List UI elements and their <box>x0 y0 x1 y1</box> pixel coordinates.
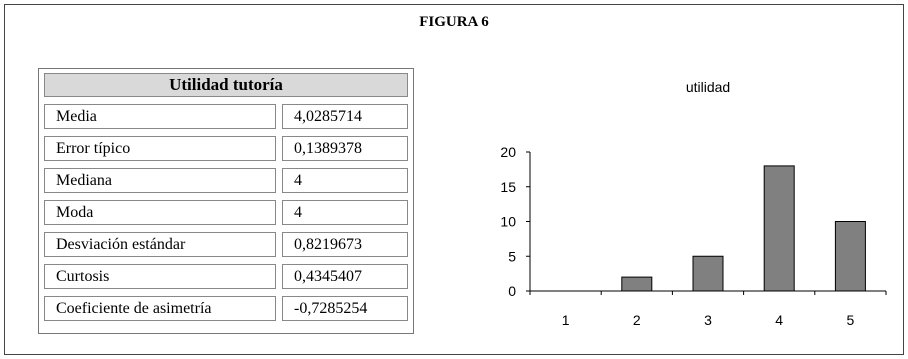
stat-label: Mediana <box>44 168 276 193</box>
x-tick-label: 3 <box>704 312 712 328</box>
figure-frame <box>4 4 904 355</box>
x-tick-label: 5 <box>847 312 855 328</box>
bar-4 <box>763 165 795 292</box>
bar-2 <box>621 276 653 292</box>
y-tick-label: 5 <box>508 248 516 264</box>
stat-label: Error típico <box>44 136 276 161</box>
x-tick-label: 1 <box>562 312 570 328</box>
chart-title: utilidad <box>686 79 730 95</box>
y-tick-label: 20 <box>500 144 516 160</box>
y-tick-label: 10 <box>500 214 516 230</box>
bar-chart: utilidad 0 5 10 15 20 1 2 3 4 5 <box>500 79 887 328</box>
x-tick-label: 4 <box>775 312 783 328</box>
x-tick-label: 2 <box>633 312 641 328</box>
stat-label: Moda <box>44 200 276 225</box>
stats-table-header: Utilidad tutoría <box>44 73 408 97</box>
stat-value: 4,0285714 <box>282 104 408 129</box>
stat-value: 0,1389378 <box>282 136 408 161</box>
stats-table: Utilidad tutoría Media 4,0285714 Error t… <box>38 68 414 334</box>
stat-value: 4 <box>282 168 408 193</box>
chart-plot-area: 0 5 10 15 20 1 2 3 4 5 <box>500 144 887 328</box>
bar-5 <box>834 221 866 292</box>
stat-label: Desviación estándar <box>44 232 276 257</box>
figure-title: FIGURA 6 <box>419 14 489 30</box>
y-tick-label: 15 <box>500 179 516 195</box>
stat-value: -0,7285254 <box>282 296 408 321</box>
stat-value: 4 <box>282 200 408 225</box>
stat-value: 0,8219673 <box>282 232 408 257</box>
stat-value: 0,4345407 <box>282 264 408 289</box>
stat-label: Media <box>44 104 276 129</box>
stat-label: Curtosis <box>44 264 276 289</box>
stat-label: Coeficiente de asimetría <box>44 296 276 321</box>
bar-3 <box>692 255 724 292</box>
y-tick-label: 0 <box>508 283 516 299</box>
